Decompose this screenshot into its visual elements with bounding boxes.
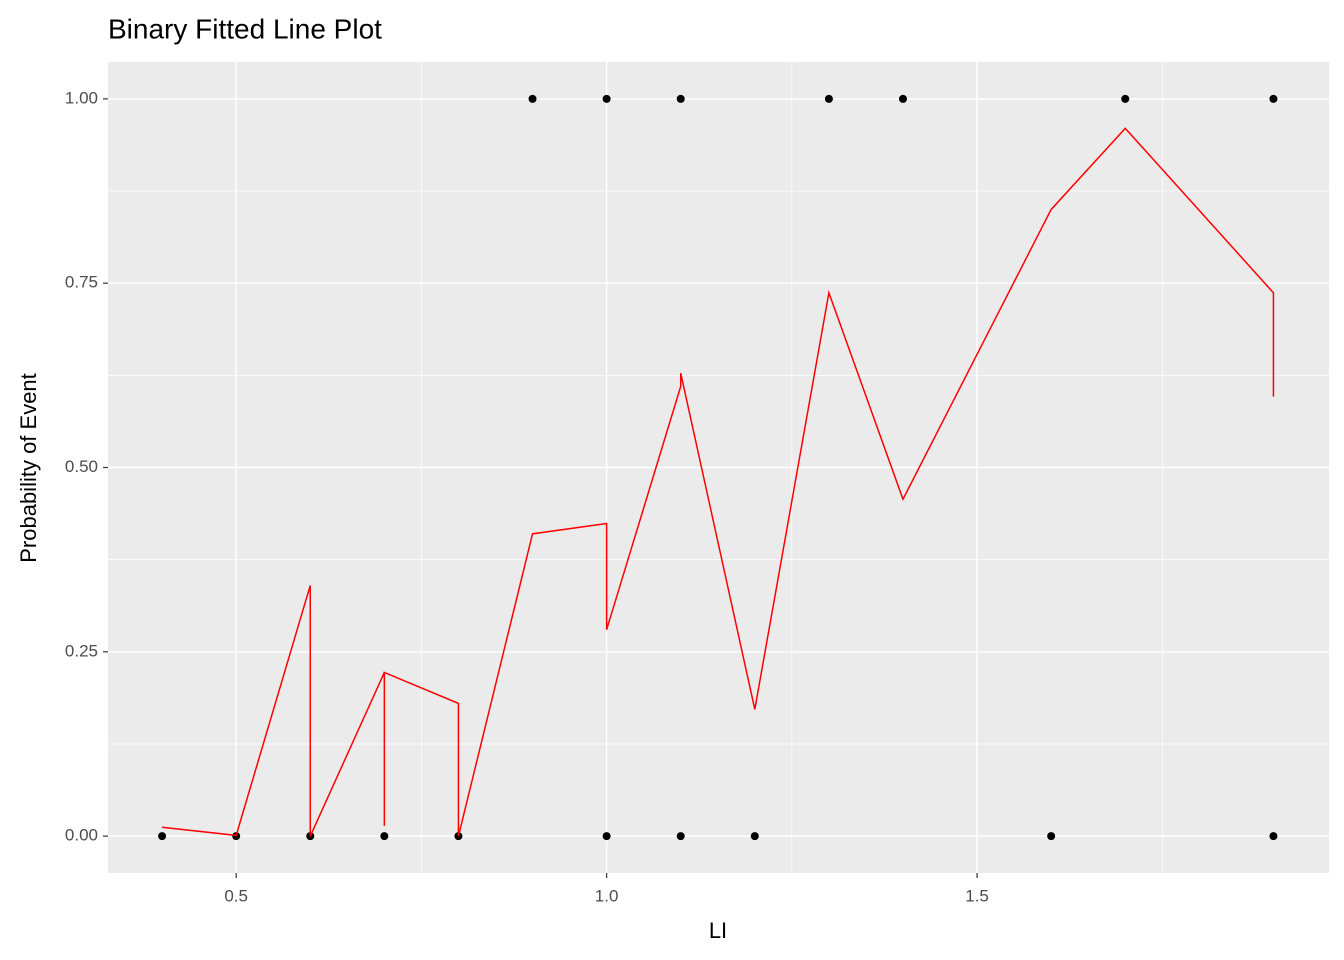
point (676, 832, 685, 841)
marks (158, 94, 1278, 841)
y-tick-label: 0.00 (65, 826, 98, 845)
point (676, 94, 685, 103)
y-tick-label: 0.50 (65, 457, 98, 476)
point (1047, 832, 1056, 841)
point (1269, 94, 1278, 103)
x-axis-label: LI (709, 918, 727, 943)
y-tick-label: 0.25 (65, 641, 98, 660)
point (602, 94, 611, 103)
grid (108, 62, 1329, 873)
y-tick-label: 1.00 (65, 88, 98, 107)
point (750, 832, 759, 841)
chart-title: Binary Fitted Line Plot (108, 13, 382, 44)
point (898, 94, 907, 103)
point (528, 94, 537, 103)
x-tick-label: 1.5 (965, 886, 989, 905)
fitted-line (162, 127, 1275, 837)
y-tick-label: 0.75 (65, 273, 98, 292)
point (602, 832, 611, 841)
x-tick-label: 1.0 (595, 886, 619, 905)
point (824, 94, 833, 103)
point (158, 832, 167, 841)
point (380, 832, 389, 841)
x-tick-label: 0.5 (224, 886, 248, 905)
point (1121, 94, 1130, 103)
y-axis-label: Probability of Event (16, 373, 41, 563)
point (1269, 832, 1278, 841)
